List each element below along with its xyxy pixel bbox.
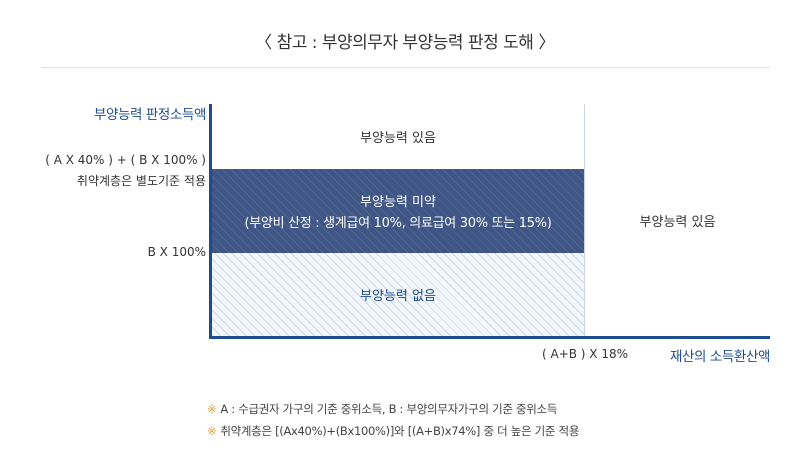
y-threshold-upper-formula: ( A X 40% ) + ( B X 100% ) (45, 153, 206, 167)
y-threshold-lower-label: B X 100% (147, 245, 206, 259)
footnote-text: A : 수급권자 가구의 기준 중위소득, B : 부양의무자가구의 기준 중위… (220, 402, 558, 416)
zone-insufficient-label: 부양능력 미약 (360, 195, 436, 210)
footnote-item: ※ A : 수급권자 가구의 기준 중위소득, B : 부양의무자가구의 기준 중… (207, 398, 579, 420)
zone-divider-line (584, 104, 585, 336)
zone-capable-right-label: 부양능력 있음 (639, 214, 716, 230)
zone-capable-right: 부양능력 있음 (585, 104, 770, 336)
y-threshold-upper-note: 취약계층은 별도기준 적용 (76, 174, 206, 188)
page-title: 〈 참고 : 부양의무자 부양능력 판정 도해 〉 (255, 33, 555, 53)
zone-none: 부양능력 없음 (212, 253, 584, 336)
footnote-item: ※ 취약계층은 [(Ax40%)+(Bx100%)]와 [(A+B)x74%] 중… (207, 420, 579, 442)
y-axis-line (209, 104, 212, 339)
x-threshold-label: ( A+B ) X 18% (541, 347, 628, 361)
zone-none-label: 부양능력 없음 (360, 289, 436, 304)
x-axis-title: 재산의 소득환산액 (669, 349, 770, 365)
reference-mark-icon: ※ (207, 424, 217, 438)
y-axis-title: 부양능력 판정소득액 (93, 107, 206, 123)
zone-capable-top: 부양능력 있음 (212, 104, 584, 169)
x-axis-line (209, 336, 770, 339)
title-divider (42, 67, 770, 68)
footnote-text: 취약계층은 [(Ax40%)+(Bx100%)]와 [(A+B)x74%] 중 … (220, 424, 580, 438)
zone-capable-top-label: 부양능력 있음 (360, 131, 436, 146)
zone-insufficient-detail: (부양비 산정 : 생계급여 10%, 의료급여 30% 또는 15%) (244, 216, 552, 231)
y-threshold-upper-label: ( A X 40% ) + ( B X 100% ) 취약계층은 별도기준 적용 (45, 150, 206, 192)
footnotes: ※ A : 수급권자 가구의 기준 중위소득, B : 부양의무자가구의 기준 중… (207, 398, 579, 442)
reference-mark-icon: ※ (207, 402, 217, 416)
zone-insufficient: 부양능력 미약 (부양비 산정 : 생계급여 10%, 의료급여 30% 또는 … (212, 169, 584, 253)
